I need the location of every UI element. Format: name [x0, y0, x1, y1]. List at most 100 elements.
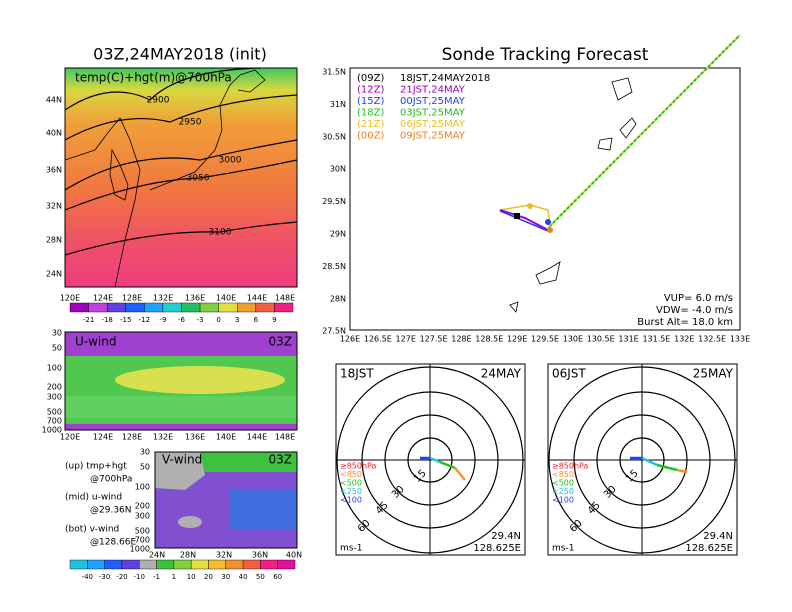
colorbar-swatch	[218, 302, 238, 313]
lon-label: 127E	[396, 335, 416, 344]
pressure-label: 500	[135, 527, 150, 536]
lon-label: 136E	[185, 294, 205, 303]
colorbar-swatch	[237, 302, 257, 313]
colorbar-label: -1	[153, 573, 160, 581]
colorbar-label: 10	[187, 573, 196, 581]
colorbar-label: 0	[216, 316, 220, 324]
hodograph-trace	[429, 456, 441, 464]
legend-time: (09Z)	[357, 73, 384, 84]
lon-label: 128E	[122, 294, 142, 303]
u-wind-field	[65, 396, 297, 418]
colorbar-swatch	[88, 302, 108, 313]
pressure-label: 100	[135, 483, 150, 492]
contour-label: 3100	[209, 228, 232, 238]
pressure-label: 50	[52, 344, 62, 353]
colorbar-swatch	[173, 559, 192, 570]
colorbar-label: -30	[99, 573, 110, 581]
lat-label: 28N	[330, 294, 346, 303]
colorbar-swatch	[208, 559, 226, 570]
note: @700hPa	[90, 475, 132, 485]
lat-label: 30N	[330, 165, 346, 174]
u-wind-field	[65, 424, 297, 430]
lon-label: 126.5E	[364, 335, 392, 344]
level-legend: <500	[552, 479, 574, 488]
hodograph-date: 25MAY	[693, 367, 734, 381]
map-label: temp(C)+hgt(m)@700hPa	[75, 71, 232, 85]
colorbar-swatch	[199, 302, 219, 313]
v-wind-field	[155, 452, 205, 490]
lat-label: 28.5N	[322, 262, 346, 271]
lat-label: 40N	[46, 129, 62, 138]
colorbar-label: -3	[197, 316, 204, 324]
contour-label: 2900	[147, 96, 170, 106]
lon-label: 132E	[153, 433, 173, 442]
colorbar-label: 60	[273, 573, 282, 581]
lat-label: 44N	[46, 96, 62, 105]
lat-label: 40N	[286, 551, 302, 560]
hodograph-lat: 29.4N	[703, 531, 733, 542]
hodograph-trace	[656, 463, 678, 472]
lat-label: 28N	[46, 236, 62, 245]
level-legend: <250	[340, 487, 362, 496]
pressure-label: 700	[47, 417, 62, 426]
colorbar-swatch	[190, 559, 209, 570]
islands	[509, 77, 637, 313]
lat-label: 24N	[149, 551, 165, 560]
colorbar-label: -6	[178, 316, 186, 324]
lat-label: 36N	[46, 166, 62, 175]
legend-label: 00JST,25MAY	[400, 96, 466, 107]
colorbar-label: -9	[159, 316, 166, 324]
v-frame	[154, 451, 298, 549]
colorbar-swatch	[121, 559, 140, 570]
colorbar-label: -21	[83, 316, 94, 324]
colorbar-label: 20	[204, 573, 213, 581]
hodographs	[335, 363, 738, 556]
pressure-label: 500	[47, 408, 62, 417]
lat-label: 36N	[252, 551, 268, 560]
lon-label: 128.5E	[475, 335, 503, 344]
hodograph-date: 24MAY	[481, 367, 522, 381]
lon-label: 124E	[93, 294, 113, 303]
lat-label: 29.5N	[322, 197, 346, 206]
colorbar-swatch	[125, 302, 145, 313]
colorbar-label: 9	[272, 316, 276, 324]
lat-label: 28N	[180, 551, 196, 560]
level-legend: <100	[552, 496, 574, 505]
launch-marker	[514, 213, 520, 219]
lon-label: 129.5E	[531, 335, 559, 344]
note: (mid) u-wind	[65, 493, 122, 503]
hodograph-trace	[454, 467, 466, 481]
hodograph-lat: 29.4N	[491, 531, 521, 542]
hodograph-lon: 128.625E	[473, 543, 521, 554]
legend-time: (18Z)	[357, 108, 384, 119]
colorbar-label: -18	[101, 316, 112, 324]
panel-title: Sonde Tracking Forecast	[442, 45, 649, 65]
pressure-label: 300	[135, 512, 150, 521]
lon-label: 132E	[153, 294, 173, 303]
colorbar-swatch	[139, 559, 157, 570]
lat-label: 31.5N	[322, 68, 346, 77]
colorbar-label: 3	[235, 316, 239, 324]
lat-label: 27.5N	[322, 327, 346, 336]
note: @29.36N	[90, 506, 132, 516]
pressure-label: 50	[140, 463, 150, 472]
lon-label: 128E	[451, 335, 471, 344]
lon-label: 124E	[93, 433, 113, 442]
track-info: VDW= -4.0 m/s	[656, 305, 733, 316]
u-frame	[64, 331, 298, 431]
track-line	[547, 34, 741, 229]
pressure-label: 1000	[130, 545, 150, 554]
note: @128.66E	[90, 538, 136, 548]
lon-label: 148E	[275, 294, 295, 303]
track-line	[499, 204, 551, 227]
lon-label: 130.5E	[587, 335, 615, 344]
lon-label: 132E	[674, 335, 694, 344]
panel-time: 03Z	[269, 453, 293, 467]
hodograph-time: 18JST	[340, 367, 374, 381]
colorbar-swatch	[69, 302, 89, 313]
colorbar-swatch	[156, 559, 175, 570]
colorbar-label: 40	[239, 573, 248, 581]
lon-label: 129E	[507, 335, 527, 344]
landing-marker	[545, 219, 551, 225]
contour-label: 3000	[219, 156, 242, 166]
